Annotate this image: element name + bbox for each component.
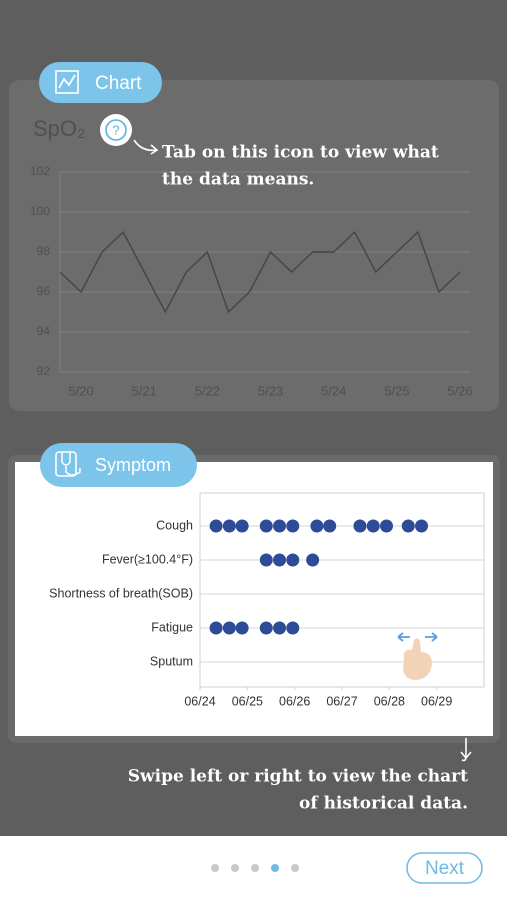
- symptom-dot: [379, 519, 393, 533]
- tip-line: the data means.: [162, 170, 314, 190]
- x-tick-label: 06/28: [374, 694, 405, 708]
- symptom-dot: [286, 621, 300, 635]
- x-tick-label: 5/24: [321, 383, 346, 398]
- symptom-dot: [273, 621, 287, 635]
- page-dot: [251, 864, 259, 872]
- page-dot: [291, 864, 299, 872]
- x-tick-label: 06/29: [421, 694, 452, 708]
- symptom-dot: [259, 621, 273, 635]
- x-tick-label: 06/25: [232, 694, 263, 708]
- next-button[interactable]: [406, 852, 483, 884]
- symptom-dot: [259, 553, 273, 567]
- symptom-badge: [40, 443, 197, 487]
- page-dot-active: [271, 864, 279, 872]
- hand-icon: [403, 638, 432, 680]
- symptom-card: [15, 462, 493, 736]
- arrow: [461, 738, 467, 762]
- chart-title: SpO₂: [33, 116, 86, 141]
- spo2-line: [59, 230, 461, 314]
- row-label: Cough: [156, 518, 193, 532]
- arrow-head: [460, 751, 472, 760]
- symptom-dot: [366, 519, 380, 533]
- symptom-dot: [310, 519, 324, 533]
- badge-icon: [55, 451, 77, 477]
- x-tick-label: 06/26: [279, 694, 310, 708]
- help-icon-mark: ?: [112, 122, 119, 137]
- symptom-dot: [235, 519, 249, 533]
- line-chart: 92 94 96 98 100 102 5/20 5/21 5/22 5/23 5/24 5/25 5/…: [30, 164, 473, 398]
- x-tick-label: 5/21: [132, 383, 157, 398]
- symptom-dot: [415, 519, 429, 533]
- arrow-head: [150, 144, 159, 155]
- x-tick-label: 5/22: [195, 383, 220, 398]
- help-icon[interactable]: [100, 114, 132, 146]
- x-tick-label: 5/25: [384, 383, 409, 398]
- symptom-dot: [273, 519, 287, 533]
- swipe-arrows: [397, 632, 438, 642]
- symptom-dot: [353, 519, 367, 533]
- tip-line: Tab on this icon to view what: [162, 143, 439, 163]
- row-label: Shortness of breath(SOB): [49, 586, 193, 600]
- x-tick-label: 5/23: [258, 383, 283, 398]
- row-label: Sputum: [150, 654, 193, 668]
- y-tick-label: 102: [30, 164, 50, 178]
- symptom-dot: [323, 519, 337, 533]
- y-tick-label: 100: [30, 204, 50, 218]
- badge-text: Symptom: [95, 455, 171, 475]
- y-tick-label: 98: [37, 244, 51, 258]
- x-tick-label: 06/24: [184, 694, 215, 708]
- y-tick-label: 94: [37, 324, 51, 338]
- symptom-dot: [273, 553, 287, 567]
- badge-icon-scope: [61, 452, 81, 476]
- chart-card: [9, 80, 499, 411]
- symptom-dot: [286, 519, 300, 533]
- symptom-dot: [306, 553, 320, 567]
- row-label: Fever(≥100.4°F): [102, 552, 193, 566]
- y-tick-label: 92: [37, 364, 51, 378]
- y-tick-label: 96: [37, 284, 51, 298]
- tip-line: Swipe left or right to view the chart: [128, 767, 468, 787]
- symptom-dot: [209, 621, 223, 635]
- symptom-dot: [222, 519, 236, 533]
- symptom-dot: [235, 621, 249, 635]
- symptom-dot: [222, 621, 236, 635]
- next-button-text[interactable]: Next: [425, 858, 465, 879]
- badge-icon: [55, 70, 79, 94]
- page-dot: [231, 864, 239, 872]
- x-tick-label: 5/20: [68, 383, 93, 398]
- symptom-dot: [286, 553, 300, 567]
- row-label: Fatigue: [151, 620, 193, 634]
- badge-icon-line: [58, 74, 76, 89]
- arrow: [133, 139, 157, 152]
- help-icon-ring: [105, 119, 127, 141]
- symptom-chart: Cough Fever(≥100.4°F) Shortness of breath(…: [49, 492, 485, 708]
- page-dot: [211, 864, 219, 872]
- symptom-dot: [209, 519, 223, 533]
- tip-line: of historical data.: [299, 794, 468, 814]
- x-tick-label: 5/26: [447, 383, 472, 398]
- symptom-dot: [259, 519, 273, 533]
- badge-text: Chart: [95, 73, 142, 94]
- symptom-dot: [401, 519, 415, 533]
- x-tick-label: 06/27: [326, 694, 357, 708]
